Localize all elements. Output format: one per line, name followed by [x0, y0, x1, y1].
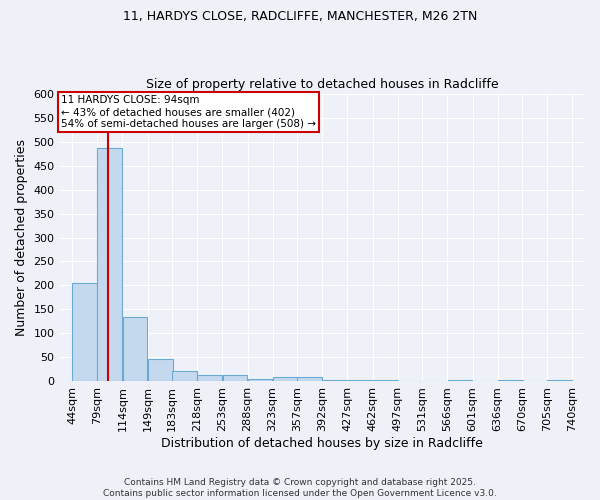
Bar [322, 380, 347, 382]
Bar [347, 380, 373, 382]
Bar [223, 375, 247, 382]
Bar [248, 379, 272, 382]
Bar [172, 371, 197, 382]
Bar [148, 360, 173, 382]
Text: 11 HARDYS CLOSE: 94sqm
← 43% of detached houses are smaller (402)
54% of semi-de: 11 HARDYS CLOSE: 94sqm ← 43% of detached… [61, 96, 316, 128]
Text: 11, HARDYS CLOSE, RADCLIFFE, MANCHESTER, M26 2TN: 11, HARDYS CLOSE, RADCLIFFE, MANCHESTER,… [123, 10, 477, 23]
Bar [97, 148, 122, 382]
Bar [498, 380, 523, 382]
Text: Contains HM Land Registry data © Crown copyright and database right 2025.
Contai: Contains HM Land Registry data © Crown c… [103, 478, 497, 498]
Bar [122, 316, 148, 382]
Bar [197, 374, 222, 382]
Bar [373, 380, 398, 382]
Bar [547, 380, 572, 382]
X-axis label: Distribution of detached houses by size in Radcliffe: Distribution of detached houses by size … [161, 437, 483, 450]
Y-axis label: Number of detached properties: Number of detached properties [15, 139, 28, 336]
Bar [448, 380, 472, 382]
Title: Size of property relative to detached houses in Radcliffe: Size of property relative to detached ho… [146, 78, 499, 91]
Bar [73, 283, 97, 382]
Bar [273, 377, 298, 382]
Bar [297, 377, 322, 382]
